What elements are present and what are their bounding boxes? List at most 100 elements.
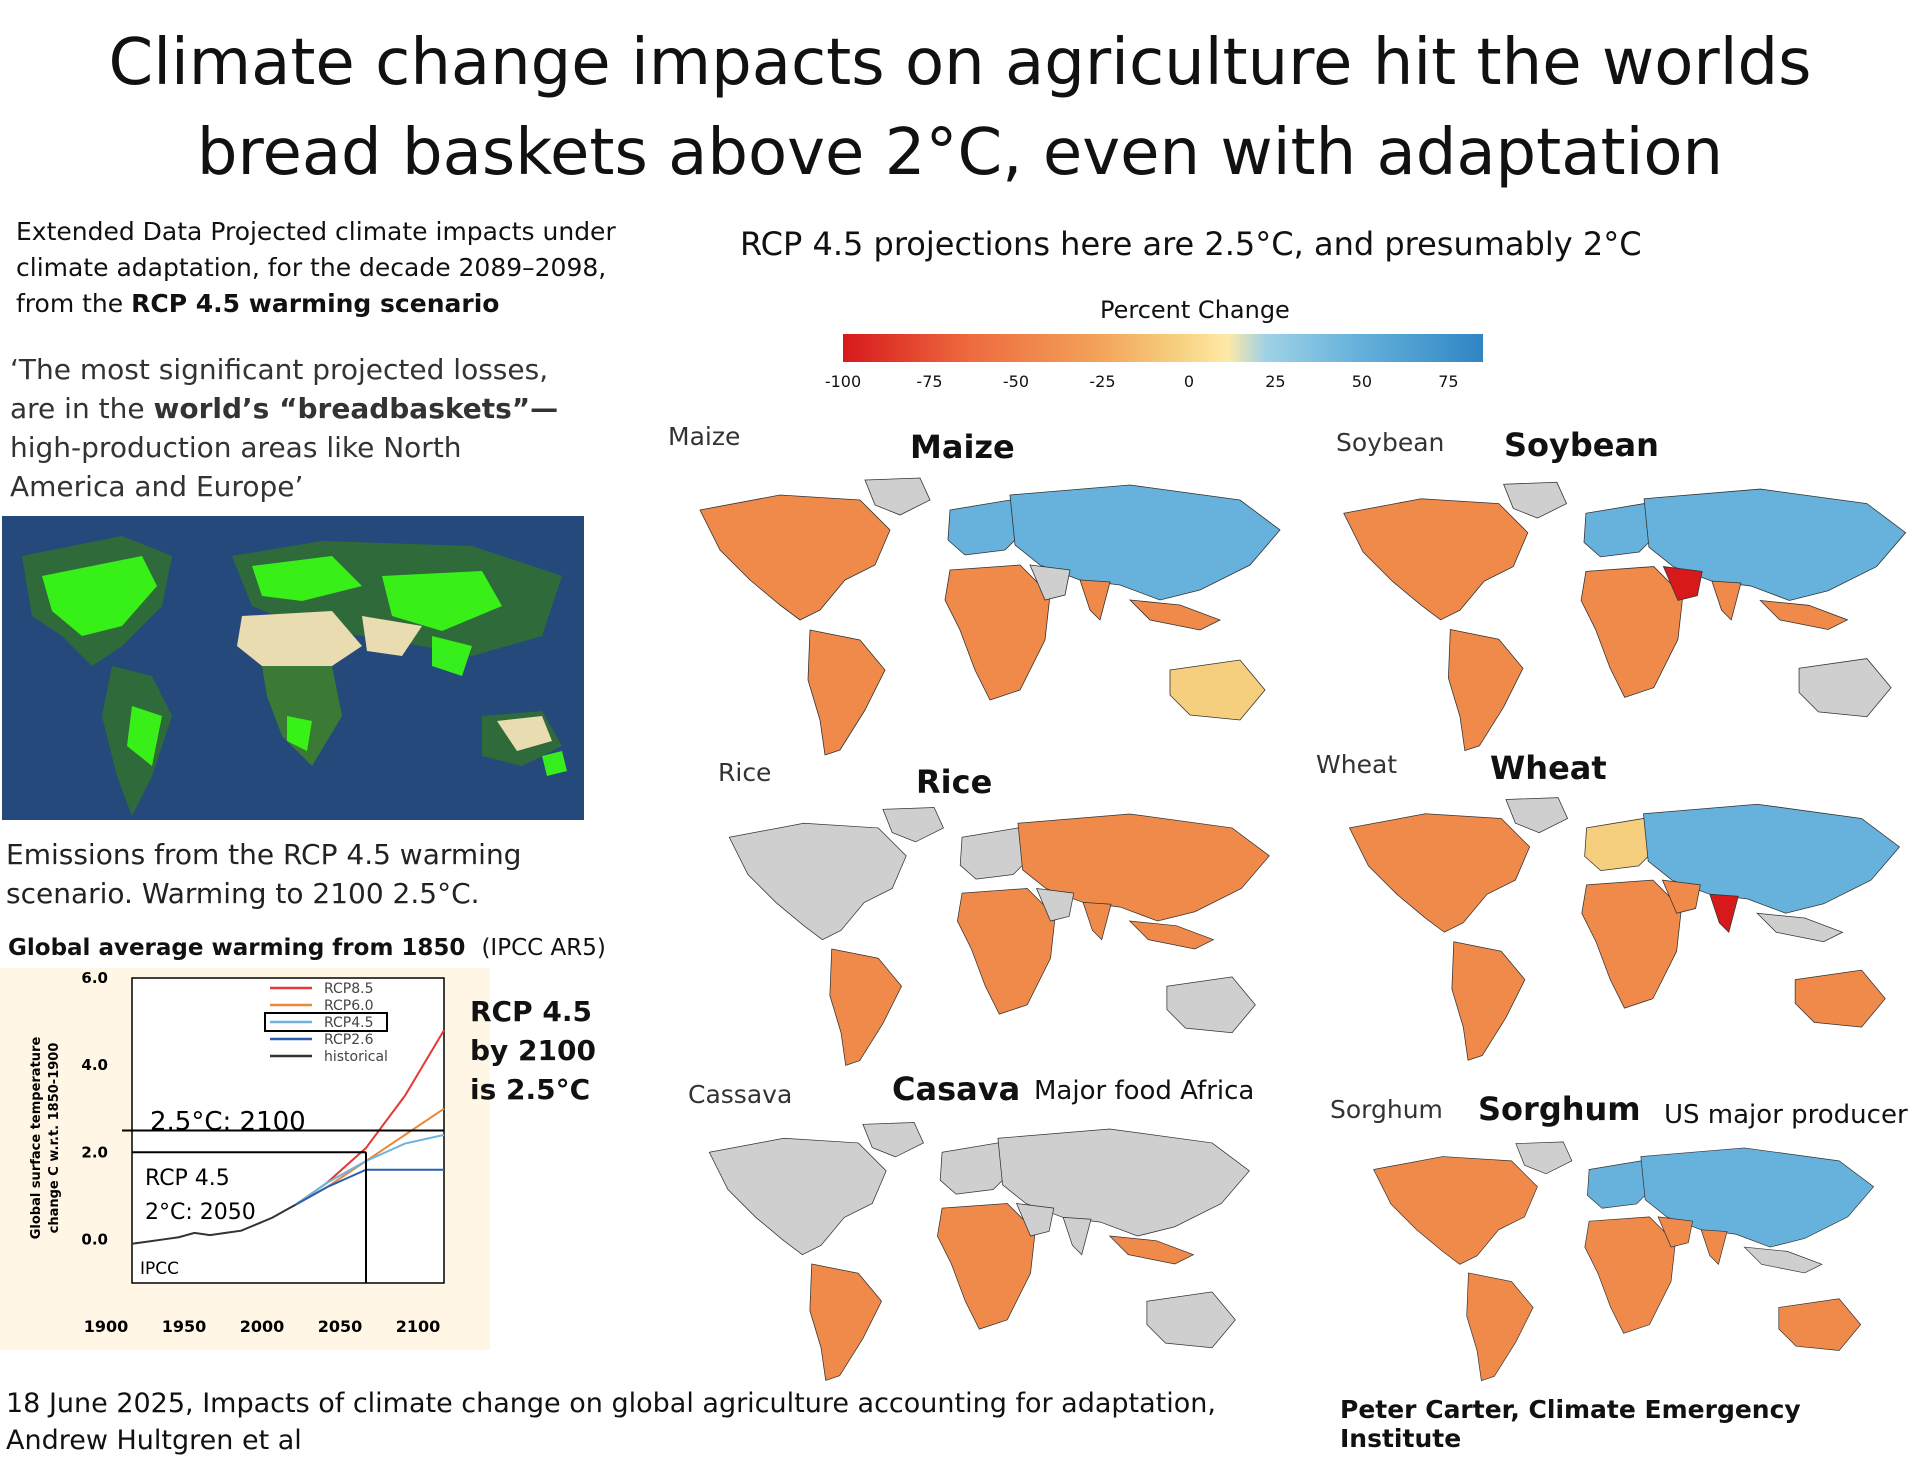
- page-title: Climate change impacts on agriculture hi…: [0, 18, 1920, 198]
- wheat-label-small: Wheat: [1316, 750, 1398, 779]
- wheat-label: Wheat: [1490, 749, 1607, 787]
- mideast-region: [1661, 879, 1701, 914]
- africa-region: [1580, 566, 1684, 698]
- citation: 18 June 2025, Impacts of climate change …: [6, 1385, 1306, 1459]
- seasia-region: [1759, 599, 1849, 630]
- samerica-region: [807, 629, 886, 756]
- intro-line-3-bold: RCP 4.5 warming scenario: [131, 289, 500, 318]
- intro-line-3-prefix: from the: [16, 289, 132, 318]
- seasia-region: [1128, 920, 1215, 950]
- intro-line-2: climate adaptation, for the decade 2089–…: [16, 253, 607, 282]
- maize-label-small: Maize: [668, 422, 741, 451]
- rcp-note-line-2: by 2100: [470, 1034, 596, 1067]
- samerica-region: [829, 948, 902, 1066]
- india-region: [1079, 579, 1111, 621]
- greenland-region: [882, 807, 944, 843]
- maize-label: Maize: [910, 428, 1015, 466]
- soybean-label-small: Soybean: [1336, 428, 1445, 457]
- legend-label: historical: [324, 1049, 388, 1065]
- india-region: [1709, 893, 1739, 933]
- mideast-region: [1035, 887, 1075, 922]
- europe-region: [939, 1142, 1018, 1195]
- india-region: [1711, 580, 1742, 621]
- legend-label: RCP4.5: [324, 1015, 374, 1031]
- breadbasket-quote: ‘The most significant projected losses, …: [10, 350, 570, 506]
- y-tick-label: 0.0: [81, 1230, 108, 1248]
- mideast-region: [1029, 564, 1071, 601]
- cassava-label-small: Cassava: [688, 1080, 793, 1109]
- mideast-region: [1662, 566, 1703, 601]
- india-region: [1082, 902, 1112, 941]
- y-axis-label-line-1: Global surface temperature: [29, 1037, 44, 1240]
- sorghum-note: US major producer: [1664, 1100, 1908, 1130]
- seasia-region: [1743, 1246, 1823, 1274]
- rice-label-small: Rice: [718, 758, 772, 787]
- warming-chart-heading: Global average warming from 1850 (IPCC A…: [8, 935, 606, 961]
- citation-line-2: Andrew Hultgren et al: [6, 1425, 302, 1456]
- annotation-2-2050: 2°C: 2050: [145, 1200, 256, 1225]
- y-axis-label: Global surface temperature change C w.r.…: [29, 1037, 62, 1240]
- greenland-region: [1505, 797, 1569, 834]
- colorbar-tick: -100: [824, 372, 862, 391]
- quote-part-2: high-production areas like North America…: [10, 431, 462, 503]
- warming-heading-bold: Global average warming from 1850: [8, 935, 466, 961]
- australia-region: [1798, 658, 1892, 718]
- rcp45-note: RCP 4.5 by 2100 is 2.5°C: [470, 992, 650, 1109]
- x-tick-label: 1950: [162, 1317, 207, 1336]
- asia-region: [1643, 803, 1901, 914]
- rcp-projections-header: RCP 4.5 projections here are 2.5°C, and …: [740, 225, 1642, 263]
- seasia-region: [1756, 912, 1844, 943]
- intro-line-3: from the RCP 4.5 warming scenario: [16, 286, 656, 322]
- cassava-label: Casava: [892, 1070, 1021, 1108]
- india-region: [1062, 1217, 1092, 1256]
- mideast-region: [1657, 1216, 1693, 1248]
- europe-region: [1587, 1160, 1659, 1209]
- quote-bold: world’s “breadbaskets”—: [153, 392, 559, 425]
- title-line-2: bread baskets above 2°C, even with adapt…: [196, 116, 1724, 190]
- x-tick-label: 2100: [396, 1317, 441, 1336]
- x-tick-label: 2050: [318, 1317, 363, 1336]
- warming-heading-source: (IPCC AR5): [481, 935, 606, 961]
- sorghum-label-small: Sorghum: [1330, 1095, 1443, 1124]
- y-axis-label-line-2: change C w.r.t. 1850-1900: [47, 1043, 62, 1234]
- namerica-region: [1348, 813, 1531, 933]
- samerica-region: [1447, 629, 1524, 752]
- maize-impact-map: [699, 477, 1281, 756]
- breadbasket-satellite-map: [2, 516, 584, 820]
- percent-change-title: Percent Change: [1100, 296, 1290, 324]
- x-tick-label: 1900: [84, 1317, 129, 1336]
- warming-chart: Global surface temperature change C w.r.…: [0, 968, 490, 1350]
- percent-change-colorbar: [843, 334, 1483, 362]
- x-tick-label: 2000: [240, 1317, 285, 1336]
- y-tick-label: 2.0: [81, 1143, 108, 1161]
- seasia-region: [1128, 599, 1221, 631]
- colorbar-tick: -75: [916, 372, 943, 391]
- citation-line-1: 18 June 2025, Impacts of climate change …: [6, 1388, 1216, 1419]
- samerica-region: [1466, 1272, 1534, 1382]
- colorbar-tick: 0: [1183, 372, 1195, 391]
- africa-region: [937, 1203, 1036, 1330]
- greenland-region: [1515, 1141, 1573, 1175]
- author-credit: Peter Carter, Climate Emergency Institut…: [1340, 1395, 1801, 1453]
- asia-region: [997, 1128, 1250, 1237]
- soybean-label: Soybean: [1504, 426, 1659, 464]
- y-tick-label: 4.0: [81, 1056, 108, 1074]
- colorbar-tick: 25: [1265, 372, 1286, 391]
- europe-region: [1584, 818, 1663, 872]
- asia-region: [1009, 484, 1281, 601]
- africa-region: [1584, 1216, 1676, 1334]
- africa-region: [957, 888, 1056, 1015]
- legend-label: RCP6.0: [324, 998, 374, 1014]
- y-tick-label: 6.0: [81, 969, 108, 987]
- australia-region: [1778, 1298, 1862, 1351]
- seasia-region: [1108, 1235, 1195, 1265]
- namerica-region: [1343, 498, 1529, 621]
- intro-line-1: Extended Data Projected climate impacts …: [16, 217, 616, 246]
- series-historical-line: [131, 1203, 297, 1245]
- samerica-region: [1451, 941, 1526, 1061]
- colorbar-tick: 75: [1438, 372, 1459, 391]
- india-region: [1700, 1229, 1728, 1265]
- colorbar-tick: -50: [1002, 372, 1030, 391]
- rice-label: Rice: [916, 763, 993, 801]
- greenland-region: [862, 1122, 924, 1158]
